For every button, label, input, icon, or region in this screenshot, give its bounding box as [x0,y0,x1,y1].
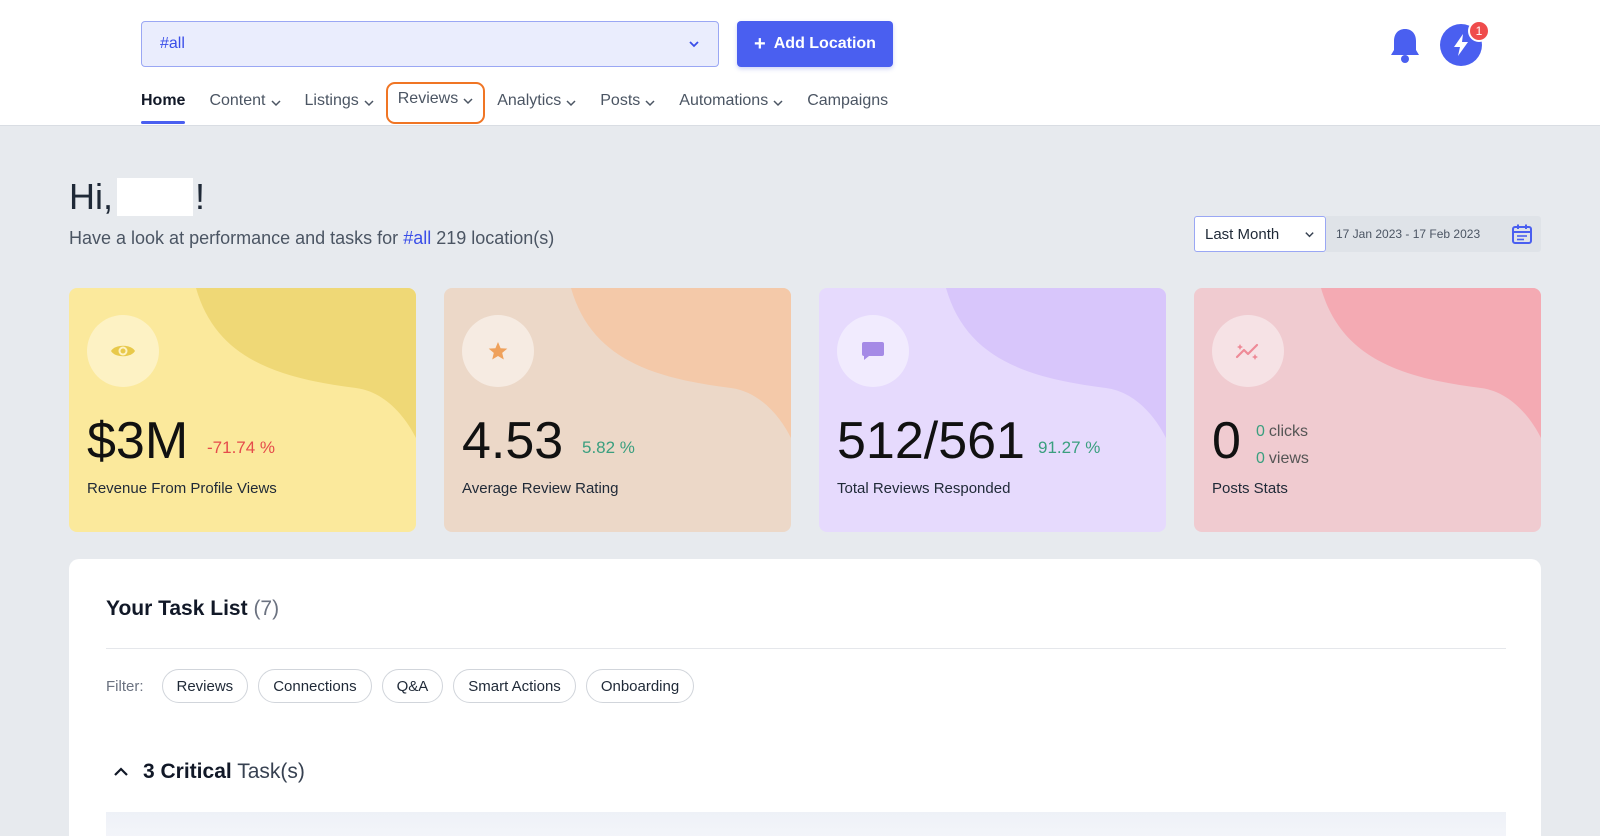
task-list-panel: Your Task List (7) Filter: Reviews Conne… [69,559,1541,836]
nav-home[interactable]: Home [141,86,186,126]
filter-label: Filter: [106,677,144,695]
subtitle-prefix: Have a look at performance and tasks for [69,228,399,248]
nav-analytics-label: Analytics [497,92,562,109]
nav-content[interactable]: Content [209,86,281,126]
stat-change: 5.82 % [582,438,635,457]
task-row-preview [106,812,1506,836]
card-decoration [1321,288,1541,438]
task-list-title-text: Your Task List [106,597,248,620]
eye-icon [87,315,159,387]
nav-listings[interactable]: Listings [305,86,374,126]
critical-tasks-toggle[interactable]: 3 Critical Task(s) [113,760,305,784]
filter-chip-reviews[interactable]: Reviews [161,669,249,703]
stat-label: Revenue From Profile Views [87,480,277,497]
stat-card-rating[interactable]: 4.53 5.82 % Average Review Rating [444,288,791,532]
card-decoration [946,288,1166,438]
redacted-username [117,178,193,216]
nav-home-label: Home [141,92,186,109]
stat-change: 91.27 % [1038,438,1101,457]
chevron-down-icon [364,100,374,107]
nav-reviews[interactable]: Reviews [385,82,486,124]
bell-icon[interactable] [1388,26,1422,64]
location-select[interactable]: #all [141,21,719,67]
posts-clicks: 0 clicks [1256,423,1308,441]
chevron-down-icon [270,100,281,107]
subtitle-location-tag[interactable]: #all [403,228,432,248]
filter-chip-qa[interactable]: Q&A [381,669,444,703]
stat-card-posts[interactable]: 0 0 clicks 0 views Posts Stats [1194,288,1541,532]
filter-chip-onboarding[interactable]: Onboarding [585,669,695,703]
nav-posts[interactable]: Posts [600,86,655,126]
subtitle-location-count: 219 location(s) [436,228,555,248]
notification-badge: 1 [1468,20,1490,42]
card-decoration [571,288,791,438]
top-header: #all + Add Location 1 Home Content Listi… [0,0,1600,126]
views-label: views [1268,450,1309,467]
greeting-subtitle: Have a look at performance and tasks for… [69,228,554,249]
stat-value: $3M [87,412,189,470]
stat-change: -71.74 % [207,438,276,457]
chevron-down-icon [773,100,783,107]
stat-value: 0 [1212,412,1241,470]
critical-suffix: Task(s) [237,760,305,783]
critical-count: 3 Critical [143,760,232,783]
clicks-value: 0 [1256,423,1265,440]
nav-analytics[interactable]: Analytics [497,86,576,126]
location-select-value: #all [160,35,185,52]
greeting-suffix: ! [195,176,206,217]
star-icon [462,315,534,387]
date-range-text: 17 Jan 2023 - 17 Feb 2023 [1336,227,1481,241]
date-range-display[interactable]: 17 Jan 2023 - 17 Feb 2023 [1326,216,1541,252]
chevron-down-icon [566,100,576,107]
chevron-down-icon [689,41,699,48]
chevron-down-icon [463,98,473,105]
greeting-heading: Hi, ! [69,176,205,218]
task-filter-row: Filter: Reviews Connections Q&A Smart Ac… [106,669,695,703]
nav-posts-label: Posts [600,92,641,109]
stat-value: 4.53 [462,412,564,470]
chevron-up-icon [114,767,128,776]
stat-card-reviews-responded[interactable]: 512/561 91.27 % Total Reviews Responded [819,288,1166,532]
stat-label: Average Review Rating [462,480,619,497]
chevron-down-icon [1305,231,1314,237]
nav-reviews-label: Reviews [397,90,459,107]
nav-campaigns-label: Campaigns [807,92,889,109]
posts-views: 0 views [1256,450,1309,468]
main-nav: Home Content Listings Reviews Analytics … [141,82,912,126]
nav-campaigns[interactable]: Campaigns [807,86,888,126]
greeting-prefix: Hi, [69,176,113,217]
stat-label: Posts Stats [1212,480,1288,497]
views-value: 0 [1256,450,1265,467]
stat-label: Total Reviews Responded [837,480,1011,497]
period-select[interactable]: Last Month [1194,216,1326,252]
chevron-down-icon [645,100,655,107]
message-icon [837,315,909,387]
calendar-icon[interactable] [1511,223,1533,245]
add-location-label: Add Location [773,35,876,52]
task-list-title: Your Task List (7) [106,597,279,621]
sparkle-trend-icon [1212,315,1284,387]
stat-card-revenue[interactable]: $3M -71.74 % Revenue From Profile Views [69,288,416,532]
add-location-button[interactable]: + Add Location [737,21,893,67]
stat-value: 512/561 [837,412,1025,470]
task-list-count: (7) [253,597,280,620]
period-select-value: Last Month [1205,225,1280,243]
nav-automations[interactable]: Automations [679,86,783,126]
nav-automations-label: Automations [679,92,769,109]
divider [106,648,1506,649]
nav-listings-label: Listings [304,92,359,109]
filter-chip-smart-actions[interactable]: Smart Actions [453,669,576,703]
nav-content-label: Content [209,92,266,109]
lightning-icon [1454,34,1468,56]
plus-icon: + [754,33,766,55]
clicks-label: clicks [1268,423,1309,440]
card-decoration [196,288,416,438]
filter-chip-connections[interactable]: Connections [258,669,372,703]
